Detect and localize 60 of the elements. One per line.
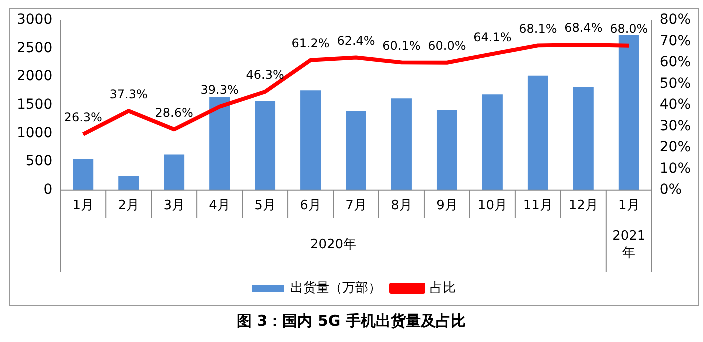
data-label: 26.3% — [64, 110, 102, 125]
x-tick-label: 8月 — [391, 198, 412, 214]
x-tick-label: 1月 — [618, 198, 640, 214]
y-tick-label: 3000 — [16, 12, 53, 28]
x-tick-label: 12月 — [568, 198, 598, 214]
y-tick-label: 1000 — [16, 125, 53, 142]
y2-tick-label: 20% — [660, 140, 692, 156]
data-label: 60.0% — [428, 39, 466, 54]
y2-tick-label: 30% — [660, 118, 692, 134]
bar — [210, 97, 230, 190]
x-tick-label: 10月 — [478, 198, 508, 214]
x-tick-label: 9月 — [436, 198, 458, 214]
bar — [300, 90, 322, 190]
bar — [436, 110, 458, 190]
y2-tick-label: 50% — [660, 76, 692, 92]
text: 2020年 — [310, 238, 357, 253]
bar — [346, 111, 366, 190]
bar — [618, 35, 640, 190]
data-label: 68.4% — [564, 21, 603, 36]
x-tick-label: 2月 — [118, 198, 140, 214]
bar — [73, 159, 94, 190]
x-tick-label: 1月 — [72, 198, 94, 214]
x-tick-label: 7月 — [346, 198, 367, 214]
bar — [118, 176, 140, 190]
data-label: 37.3% — [110, 87, 148, 102]
y2-tick-label: 10% — [660, 160, 692, 177]
y2-tick-label: 40% — [660, 97, 692, 114]
x-tick-label: 5月 — [254, 198, 276, 214]
bar — [573, 87, 594, 190]
y-tick-label: 500 — [26, 154, 53, 170]
x-tick-label: 3月 — [164, 198, 185, 214]
y-tick-label: 1500 — [16, 97, 53, 114]
y-tick-label: 2500 — [16, 40, 53, 56]
text: 2021年 — [612, 229, 646, 262]
bar — [392, 98, 412, 190]
legend-label: 出货量（万部） — [290, 280, 382, 296]
data-label: 68.0% — [610, 22, 648, 36]
x-tick-label: 6月 — [300, 198, 322, 214]
x-tick-label: 11月 — [523, 198, 553, 214]
text: 图 3：国内 5G 手机出货量及占比 — [236, 312, 467, 331]
y2-tick-label: 80% — [660, 12, 692, 28]
data-label: 60.1% — [382, 38, 421, 53]
data-label: 64.1% — [474, 30, 512, 44]
bar — [528, 76, 548, 190]
bar — [164, 154, 185, 190]
bar — [255, 101, 276, 190]
data-label: 28.6% — [155, 106, 194, 120]
x-tick-label: 4月 — [209, 198, 230, 214]
y-tick-label: 0 — [44, 182, 53, 198]
y2-tick-label: 70% — [660, 33, 692, 50]
data-label: 61.2% — [292, 36, 330, 50]
data-label: 39.3% — [200, 83, 239, 98]
y2-tick-label: 0% — [660, 182, 682, 198]
y-tick-label: 2000 — [16, 68, 53, 85]
data-label: 62.4% — [337, 34, 376, 48]
legend-label: 占比 — [430, 280, 456, 296]
data-label: 46.3% — [246, 68, 284, 82]
bar — [482, 94, 503, 190]
y2-tick-label: 60% — [660, 54, 692, 71]
data-label: 68.1% — [519, 22, 558, 36]
